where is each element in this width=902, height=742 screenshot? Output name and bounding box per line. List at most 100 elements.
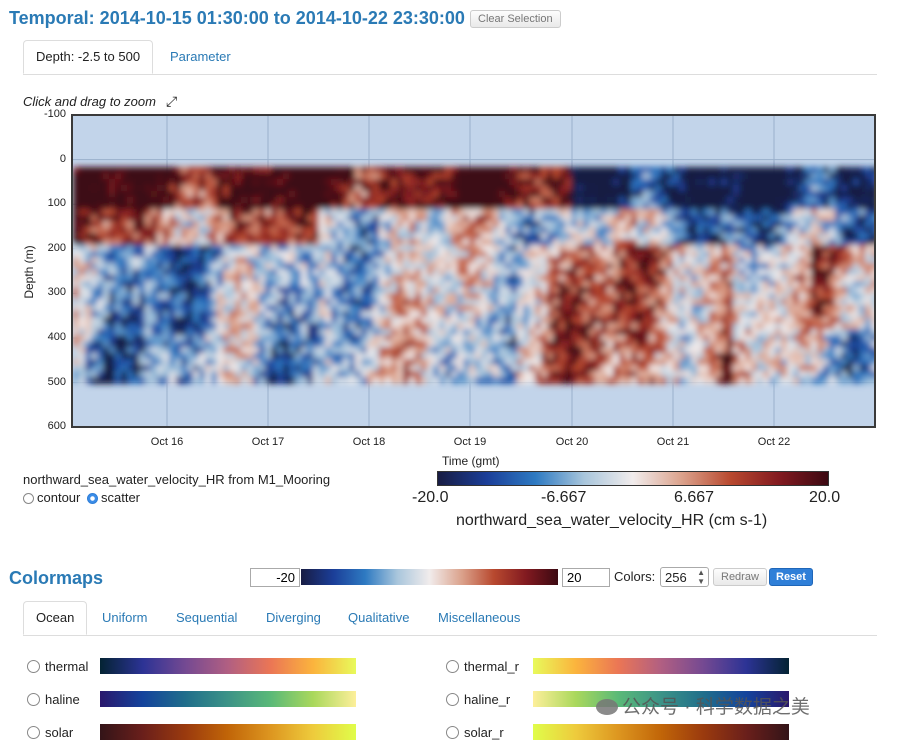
scatter-cell (205, 245, 212, 252)
scatter-cell (529, 371, 536, 378)
scatter-cell (667, 347, 674, 354)
mode-scatter-option[interactable]: scatter (87, 490, 140, 505)
scatter-cell (505, 377, 512, 384)
scatter-cell (115, 293, 122, 300)
scatter-cell (769, 281, 776, 288)
scatter-cell (133, 227, 140, 234)
scatter-cell (841, 173, 848, 180)
colormap-radio[interactable] (446, 693, 459, 706)
scatter-cell (847, 179, 854, 186)
scatter-cell (793, 179, 800, 186)
scatter-cell (469, 275, 476, 282)
scatter-cell (307, 377, 314, 384)
tab-depth[interactable]: Depth: -2.5 to 500 (23, 40, 154, 74)
scatter-cell (829, 329, 836, 336)
scatter-cell (697, 203, 704, 210)
reset-button[interactable]: Reset (769, 568, 813, 586)
scatter-cell (823, 293, 830, 300)
scatter-cell (757, 221, 764, 228)
colormap-option-solar_r[interactable]: solar_r (446, 724, 789, 742)
scatter-cell (115, 269, 122, 276)
scatter-radio[interactable] (87, 493, 98, 504)
scatter-cell (205, 359, 212, 366)
colormap-option-thermal_r[interactable]: thermal_r (446, 658, 789, 676)
depth-time-plot[interactable] (71, 114, 876, 428)
scatter-cell (379, 287, 386, 294)
scatter-cell (865, 245, 872, 252)
scatter-cell (799, 251, 806, 258)
scatter-cell (127, 227, 134, 234)
scatter-cell (331, 179, 338, 186)
scatter-cell (469, 173, 476, 180)
scatter-cell (211, 371, 218, 378)
scatter-cell (841, 287, 848, 294)
tab-miscellaneous[interactable]: Miscellaneous (438, 610, 521, 625)
scatter-cell (871, 359, 874, 366)
colormap-radio[interactable] (446, 660, 459, 673)
scatter-cell (703, 197, 710, 204)
contour-radio[interactable] (23, 493, 34, 504)
tab-qualitative[interactable]: Qualitative (348, 610, 410, 625)
colormap-option-solar[interactable]: solar (27, 724, 367, 742)
clear-selection-button[interactable]: Clear Selection (470, 10, 561, 28)
stepper-icon[interactable]: ▲ ▼ (697, 568, 705, 586)
scatter-cell (325, 191, 332, 198)
scatter-cell (85, 341, 92, 348)
scatter-cell (451, 353, 458, 360)
expand-icon[interactable]: ⤢ (166, 93, 178, 109)
colormap-swatch[interactable] (100, 691, 356, 707)
tab-parameter[interactable]: Parameter (170, 49, 231, 64)
scatter-cell (271, 323, 278, 330)
colormap-swatch[interactable] (533, 658, 789, 674)
scatter-cell (829, 191, 836, 198)
scatter-cell (97, 245, 104, 252)
scatter-cell (169, 257, 176, 264)
tab-ocean[interactable]: Ocean (23, 601, 88, 635)
scatter-cell (343, 197, 350, 204)
scatter-cell (331, 299, 338, 306)
scatter-cell (103, 263, 110, 270)
scatter-cell (727, 167, 734, 174)
colormap-radio[interactable] (27, 660, 40, 673)
scatter-cell (205, 323, 212, 330)
colormap-swatch[interactable] (533, 724, 789, 740)
colormap-radio[interactable] (446, 726, 459, 739)
scatter-cell (559, 173, 566, 180)
scatter-cell (709, 317, 716, 324)
scatter-cell (697, 233, 704, 240)
colors-select[interactable]: 256 ▲ ▼ (660, 567, 709, 587)
scatter-cell (73, 197, 80, 204)
tab-uniform[interactable]: Uniform (102, 610, 148, 625)
scatter-cell (469, 311, 476, 318)
redraw-button[interactable]: Redraw (713, 568, 767, 586)
scatter-cell (835, 239, 842, 246)
scatter-cell (565, 353, 572, 360)
scatter-cell (337, 281, 344, 288)
scatter-cell (193, 335, 200, 342)
tab-sequential[interactable]: Sequential (176, 610, 238, 625)
scatter-cell (499, 203, 506, 210)
scatter-cell (775, 335, 782, 342)
colormap-radio[interactable] (27, 693, 40, 706)
colormap-max-input[interactable] (562, 568, 610, 587)
colormap-min-input[interactable] (250, 568, 300, 587)
scatter-cell (349, 245, 356, 252)
mode-contour-option[interactable]: contour (23, 490, 80, 505)
scatter-cell (511, 377, 518, 384)
scatter-cell (571, 191, 578, 198)
scatter-cell (127, 359, 134, 366)
scatter-cell (271, 197, 278, 204)
scatter-cell (229, 233, 236, 240)
scatter-cell (517, 323, 524, 330)
colormap-swatch[interactable] (100, 658, 356, 674)
scatter-cell (757, 215, 764, 222)
colormap-radio[interactable] (27, 726, 40, 739)
tab-diverging[interactable]: Diverging (266, 610, 321, 625)
colormap-option-thermal[interactable]: thermal (27, 658, 367, 676)
colormap-swatch[interactable] (100, 724, 356, 740)
colormap-option-haline[interactable]: haline (27, 691, 367, 709)
scatter-cell (601, 245, 608, 252)
scatter-cell (841, 323, 848, 330)
scatter-cell (205, 311, 212, 318)
scatter-cell (601, 251, 608, 258)
